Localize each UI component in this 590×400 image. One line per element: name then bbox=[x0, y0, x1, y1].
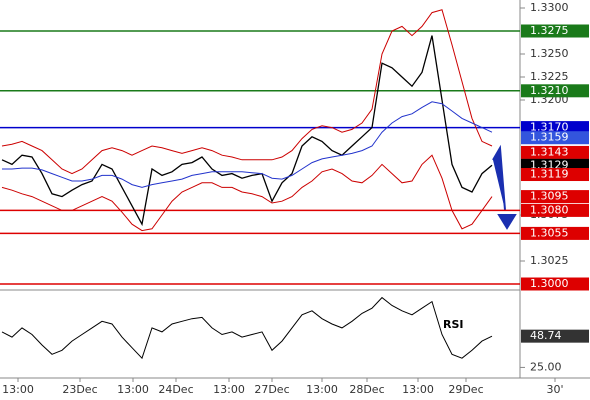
level-box bbox=[521, 145, 589, 159]
level-label: 1.3210 bbox=[530, 84, 569, 97]
level-label: 1.3275 bbox=[530, 24, 569, 37]
level-label: 1.3119 bbox=[530, 168, 569, 181]
x-tick-label: 13:00 bbox=[2, 383, 34, 396]
y-tick-label: 1.3025 bbox=[530, 254, 569, 267]
level-label: 1.3159 bbox=[530, 131, 569, 144]
series-ma bbox=[2, 101, 493, 188]
level-box bbox=[521, 24, 589, 38]
x-tick-label: 28Dec bbox=[349, 383, 384, 396]
rsi-title: RSI bbox=[443, 318, 464, 331]
x-tick-label: 30' bbox=[546, 383, 563, 396]
level-label: 1.3000 bbox=[530, 277, 569, 290]
level-box bbox=[521, 84, 589, 98]
y-tick-label: 1.3250 bbox=[530, 47, 569, 60]
level-box bbox=[521, 131, 589, 145]
x-tick-label: 13:00 bbox=[213, 383, 245, 396]
rsi-current-label: 48.74 bbox=[530, 329, 562, 342]
x-tick-label: 24Dec bbox=[158, 383, 193, 396]
level-box bbox=[521, 203, 589, 217]
level-box bbox=[521, 277, 589, 291]
rsi-line bbox=[1, 296, 493, 360]
level-label: 1.3143 bbox=[530, 145, 569, 158]
level-box bbox=[521, 226, 589, 240]
forecast-arrow bbox=[492, 144, 517, 230]
level-label: 1.3170 bbox=[530, 121, 569, 134]
x-tick-label: 13:00 bbox=[117, 383, 149, 396]
x-tick-label: 23Dec bbox=[62, 383, 97, 396]
level-label: 1.3080 bbox=[530, 203, 569, 216]
x-tick-label: 13:00 bbox=[306, 383, 338, 396]
level-box bbox=[521, 168, 589, 182]
x-tick-label: 27Dec bbox=[254, 383, 289, 396]
rsi-current-box bbox=[521, 329, 589, 343]
series-lower bbox=[1, 154, 493, 232]
rsi-tick-label: 25.00 bbox=[530, 360, 562, 373]
y-tick-label: 1.3225 bbox=[530, 70, 569, 83]
level-label: 1.3095 bbox=[530, 190, 569, 203]
series-upper bbox=[1, 9, 493, 175]
x-tick-label: 13:00 bbox=[402, 383, 434, 396]
series-close bbox=[1, 35, 493, 227]
level-label: 1.3055 bbox=[530, 226, 569, 239]
level-box bbox=[521, 121, 589, 135]
y-tick-label: 1.3300 bbox=[530, 1, 569, 14]
x-tick-label: 29Dec bbox=[448, 383, 483, 396]
level-box bbox=[521, 190, 589, 204]
